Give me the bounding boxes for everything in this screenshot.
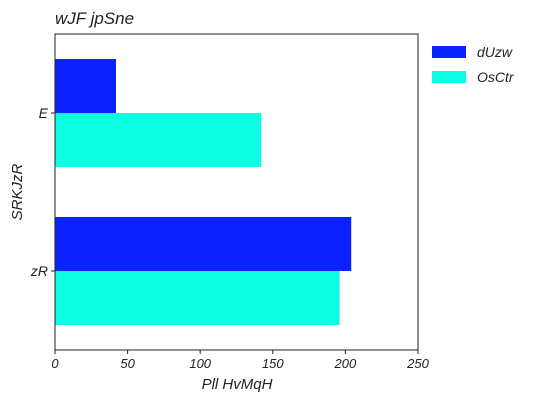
y-tick-label: zR <box>30 263 48 279</box>
x-tick-label: 250 <box>406 356 429 371</box>
y-tick-label: E <box>39 105 49 121</box>
legend-swatch-OsCtr <box>432 71 466 83</box>
x-axis: 0 50 100 150 200 250 <box>51 350 430 371</box>
legend: dUzw OsCtr <box>432 44 515 85</box>
bar-OsCtr-E <box>55 113 262 167</box>
bar-dUzw-E <box>55 59 116 113</box>
x-tick-label: 150 <box>262 356 284 371</box>
y-axis-label: SRKJzR <box>9 164 26 221</box>
x-tick-label: 50 <box>120 356 135 371</box>
bar-OsCtr-zR <box>55 271 340 325</box>
legend-swatch-dUzw <box>432 46 466 58</box>
bars-group <box>55 59 352 325</box>
x-tick-label: 100 <box>189 356 211 371</box>
legend-label-dUzw: dUzw <box>477 44 513 60</box>
x-axis-label: Pll HvMqH <box>202 376 273 393</box>
chart-title: wJF jpSne <box>55 9 134 28</box>
legend-label-OsCtr: OsCtr <box>477 69 515 85</box>
y-axis: EzR <box>30 105 55 279</box>
plot-frame <box>54 33 419 351</box>
x-tick-label: 0 <box>51 356 59 371</box>
x-tick-label: 200 <box>334 356 357 371</box>
bar-dUzw-zR <box>55 217 352 271</box>
